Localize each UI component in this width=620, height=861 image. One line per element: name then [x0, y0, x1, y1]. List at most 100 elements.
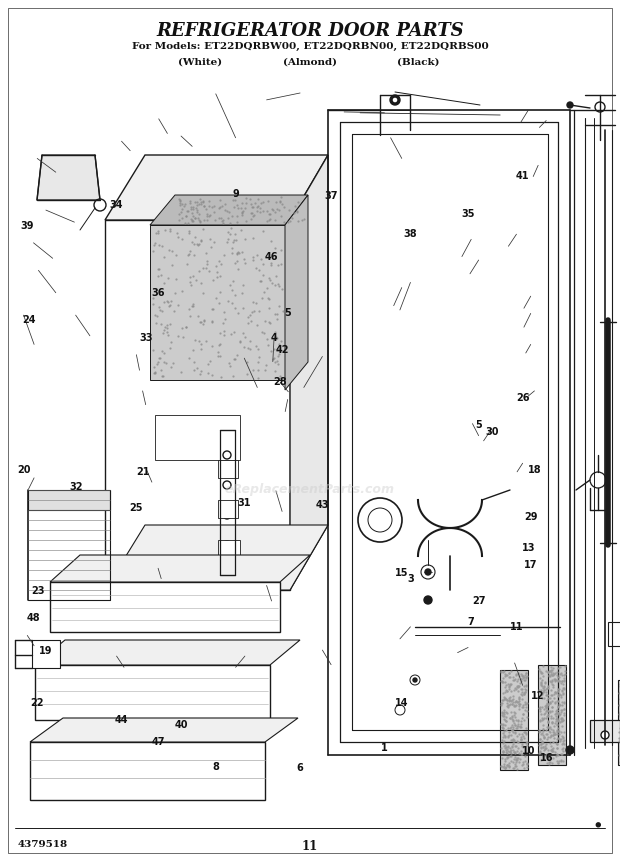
Circle shape — [358, 498, 402, 542]
Text: 19: 19 — [39, 646, 53, 656]
Text: 38: 38 — [404, 229, 417, 239]
Text: 46: 46 — [265, 251, 278, 262]
Text: 42: 42 — [275, 344, 289, 355]
Text: 37: 37 — [324, 191, 338, 201]
Circle shape — [410, 675, 420, 685]
Text: 47: 47 — [152, 737, 166, 747]
Bar — [590, 720, 620, 742]
Circle shape — [425, 569, 431, 575]
Text: 18: 18 — [528, 465, 541, 475]
Bar — [500, 670, 528, 770]
Circle shape — [395, 705, 405, 715]
Text: 5: 5 — [285, 308, 291, 319]
Polygon shape — [150, 225, 285, 380]
Text: 3: 3 — [407, 573, 414, 584]
Text: 13: 13 — [521, 542, 535, 553]
Circle shape — [223, 511, 231, 519]
Circle shape — [590, 472, 606, 488]
Polygon shape — [290, 155, 328, 590]
Bar — [218, 540, 240, 562]
Circle shape — [413, 678, 417, 682]
Circle shape — [223, 541, 231, 549]
Bar — [218, 460, 238, 478]
Polygon shape — [28, 490, 110, 510]
Polygon shape — [37, 155, 100, 200]
Text: 27: 27 — [472, 596, 485, 606]
Text: 24: 24 — [22, 315, 35, 325]
Text: 26: 26 — [516, 393, 529, 403]
Bar — [608, 622, 620, 646]
Polygon shape — [105, 155, 328, 220]
Text: 25: 25 — [130, 503, 143, 513]
Bar — [538, 665, 566, 765]
Circle shape — [601, 731, 609, 739]
Text: 32: 32 — [69, 482, 82, 492]
Text: 43: 43 — [316, 499, 329, 510]
Circle shape — [595, 102, 605, 112]
Text: 39: 39 — [20, 220, 34, 231]
Text: (Almond): (Almond) — [283, 58, 337, 67]
Polygon shape — [150, 195, 308, 225]
Text: 21: 21 — [136, 467, 149, 477]
Text: 36: 36 — [151, 288, 165, 298]
Circle shape — [596, 823, 600, 827]
Text: 11: 11 — [302, 840, 318, 853]
Text: 16: 16 — [539, 753, 553, 763]
Circle shape — [368, 508, 392, 532]
Polygon shape — [30, 718, 298, 742]
Text: 35: 35 — [461, 208, 475, 219]
Circle shape — [223, 481, 231, 489]
Text: 12: 12 — [531, 691, 545, 701]
Text: 10: 10 — [521, 746, 535, 756]
Text: 17: 17 — [524, 560, 538, 570]
Text: 30: 30 — [485, 427, 498, 437]
Circle shape — [390, 95, 400, 105]
Text: 8: 8 — [212, 762, 219, 772]
Text: 28: 28 — [273, 377, 287, 387]
Text: (Black): (Black) — [397, 58, 439, 67]
Polygon shape — [30, 742, 265, 800]
Circle shape — [94, 199, 106, 211]
Text: For Models: ET22DQRBW00, ET22DQRBN00, ET22DQRBS00: For Models: ET22DQRBW00, ET22DQRBN00, ET… — [131, 42, 489, 51]
Circle shape — [421, 565, 435, 579]
Text: 33: 33 — [140, 332, 153, 343]
Bar — [218, 500, 238, 518]
Text: (White): (White) — [178, 58, 222, 67]
Polygon shape — [32, 640, 60, 668]
Text: eReplacementParts.com: eReplacementParts.com — [225, 484, 395, 497]
Circle shape — [392, 97, 398, 103]
Text: REFRIGERATOR DOOR PARTS: REFRIGERATOR DOOR PARTS — [156, 22, 464, 40]
Text: 23: 23 — [32, 585, 45, 596]
Text: 34: 34 — [110, 200, 123, 210]
Text: 14: 14 — [395, 697, 409, 708]
Circle shape — [223, 451, 231, 459]
Polygon shape — [35, 640, 300, 665]
Polygon shape — [35, 665, 270, 720]
Bar — [618, 680, 620, 765]
Text: 31: 31 — [237, 498, 251, 508]
Text: 44: 44 — [115, 715, 128, 725]
Text: 22: 22 — [30, 697, 44, 708]
Text: 4379518: 4379518 — [18, 840, 68, 849]
Text: 40: 40 — [174, 720, 188, 730]
Polygon shape — [50, 555, 310, 582]
Text: 48: 48 — [27, 613, 40, 623]
Text: 11: 11 — [510, 622, 523, 632]
Polygon shape — [285, 195, 308, 390]
Text: 20: 20 — [17, 465, 30, 475]
Polygon shape — [105, 220, 290, 590]
Polygon shape — [155, 415, 240, 460]
Text: 5: 5 — [476, 420, 482, 430]
Text: 4: 4 — [271, 333, 277, 344]
Circle shape — [566, 746, 574, 754]
Text: 29: 29 — [524, 511, 538, 522]
Text: 15: 15 — [395, 568, 409, 579]
Polygon shape — [50, 582, 280, 632]
Text: 9: 9 — [232, 189, 239, 199]
Text: 7: 7 — [468, 616, 474, 627]
Text: 6: 6 — [297, 763, 303, 773]
Text: 1: 1 — [381, 743, 388, 753]
Circle shape — [424, 596, 432, 604]
Text: 41: 41 — [516, 170, 529, 181]
Polygon shape — [105, 525, 328, 590]
